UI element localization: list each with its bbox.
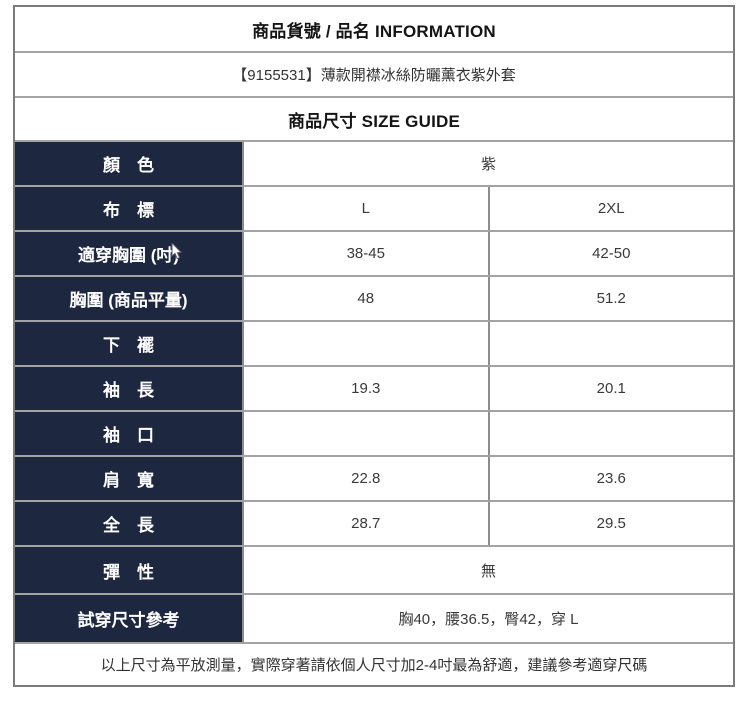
row-label: 全 長	[15, 502, 244, 545]
row-value-col1: 28.7	[244, 502, 490, 545]
row-value: 胸40，腰36.5，臀42，穿 L	[398, 611, 579, 628]
size-row-tag-size: 布 標 L 2XL	[15, 185, 733, 230]
row-value-col2: 42-50	[592, 245, 631, 262]
row-label: 袖 口	[15, 412, 244, 455]
size-row-bust-flat: 胸圍 (商品平量) 48 51.2	[15, 275, 733, 320]
row-value-col2	[490, 412, 734, 455]
row-label: 試穿尺寸參考	[15, 595, 244, 642]
row-value-col2: 29.5	[596, 515, 626, 532]
row-value: 無	[480, 562, 496, 580]
row-label: 袖 長	[15, 367, 244, 410]
row-label: 胸圍 (商品平量)	[15, 277, 244, 320]
size-guide-header-row: 商品尺寸 SIZE GUIDE	[15, 96, 733, 140]
footer-note: 以上尺寸為平放測量，實際穿著請依個人尺寸加2-4吋最為舒適，建議參考適穿尺碼	[100, 657, 648, 674]
row-label: 布 標	[15, 187, 244, 230]
row-label: 下 襬	[15, 322, 244, 365]
size-row-cuff: 袖 口	[15, 410, 733, 455]
size-row-hem: 下 襬	[15, 320, 733, 365]
row-value-col1	[244, 322, 490, 365]
row-value-col1: 38-45	[244, 232, 490, 275]
product-info-table: 商品貨號 / 品名 INFORMATION 【9155531】薄款開襟冰絲防曬薰…	[13, 5, 735, 687]
size-row-fitting-reference: 試穿尺寸參考 胸40，腰36.5，臀42，穿 L	[15, 593, 733, 642]
row-value-col2	[490, 322, 734, 365]
row-label: 適穿胸圍 (吋)	[15, 232, 244, 275]
row-value-col1: 22.8	[244, 457, 490, 500]
size-row-total-length: 全 長 28.7 29.5	[15, 500, 733, 545]
footer-note-row: 以上尺寸為平放測量，實際穿著請依個人尺寸加2-4吋最為舒適，建議參考適穿尺碼	[15, 642, 733, 685]
row-label: 顏 色	[15, 142, 244, 185]
row-value-col1: L	[244, 187, 490, 230]
row-label: 彈 性	[15, 547, 244, 593]
size-row-shoulder-width: 肩 寬 22.8 23.6	[15, 455, 733, 500]
size-row-color: 顏 色 紫	[15, 140, 733, 185]
info-header-row: 商品貨號 / 品名 INFORMATION	[15, 7, 733, 51]
row-value-col1	[244, 412, 490, 455]
size-row-sleeve-length: 袖 長 19.3 20.1	[15, 365, 733, 410]
row-value-col1: 48	[244, 277, 490, 320]
info-header-title: 商品貨號 / 品名 INFORMATION	[252, 21, 496, 41]
product-name: 【9155531】薄款開襟冰絲防曬薰衣紫外套	[232, 67, 516, 84]
size-guide-title: 商品尺寸 SIZE GUIDE	[287, 111, 461, 131]
size-row-fit-bust: 適穿胸圍 (吋) 38-45 42-50	[15, 230, 733, 275]
row-value: 紫	[480, 156, 496, 173]
size-row-elasticity: 彈 性 無	[15, 545, 733, 593]
product-name-row: 【9155531】薄款開襟冰絲防曬薰衣紫外套	[15, 51, 733, 96]
row-label: 肩 寬	[15, 457, 244, 500]
row-value-col2: 2XL	[597, 200, 625, 217]
row-value-col2: 23.6	[596, 470, 626, 487]
row-value-col2: 51.2	[596, 290, 626, 307]
row-value-col2: 20.1	[596, 380, 626, 397]
row-value-col1: 19.3	[244, 367, 490, 410]
